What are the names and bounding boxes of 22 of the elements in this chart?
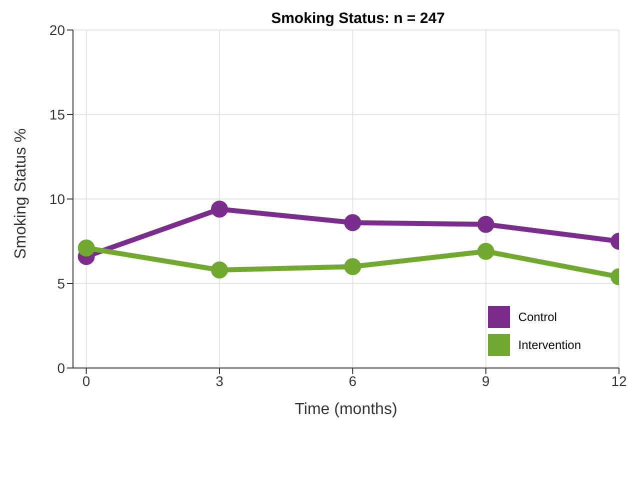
- point: [210, 261, 228, 278]
- x-axis-title: Time (months): [294, 401, 398, 418]
- point: [344, 214, 362, 232]
- point: [477, 242, 494, 260]
- x-tick-label: 3: [216, 372, 224, 389]
- point: [344, 258, 362, 276]
- legend-label: Intervention: [518, 338, 581, 352]
- chart-title: Smoking Status: n = 247: [270, 10, 446, 27]
- y-axis-title: Smoking Status %: [12, 128, 30, 259]
- legend-label: Control: [518, 310, 557, 324]
- x-tick-label: 6: [348, 372, 357, 389]
- y-tick-label: 0: [57, 360, 66, 376]
- x-tick-label: 12: [611, 372, 627, 389]
- point: [78, 240, 95, 257]
- y-tick-label: 10: [49, 190, 66, 207]
- x-tick-label: 0: [82, 372, 90, 389]
- x-tick-label: 9: [482, 372, 490, 389]
- y-tick-label: 20: [49, 22, 66, 38]
- point: [477, 216, 494, 233]
- point: [210, 200, 228, 218]
- y-tick-label: 15: [49, 106, 66, 122]
- y-tick-label: 5: [57, 275, 66, 292]
